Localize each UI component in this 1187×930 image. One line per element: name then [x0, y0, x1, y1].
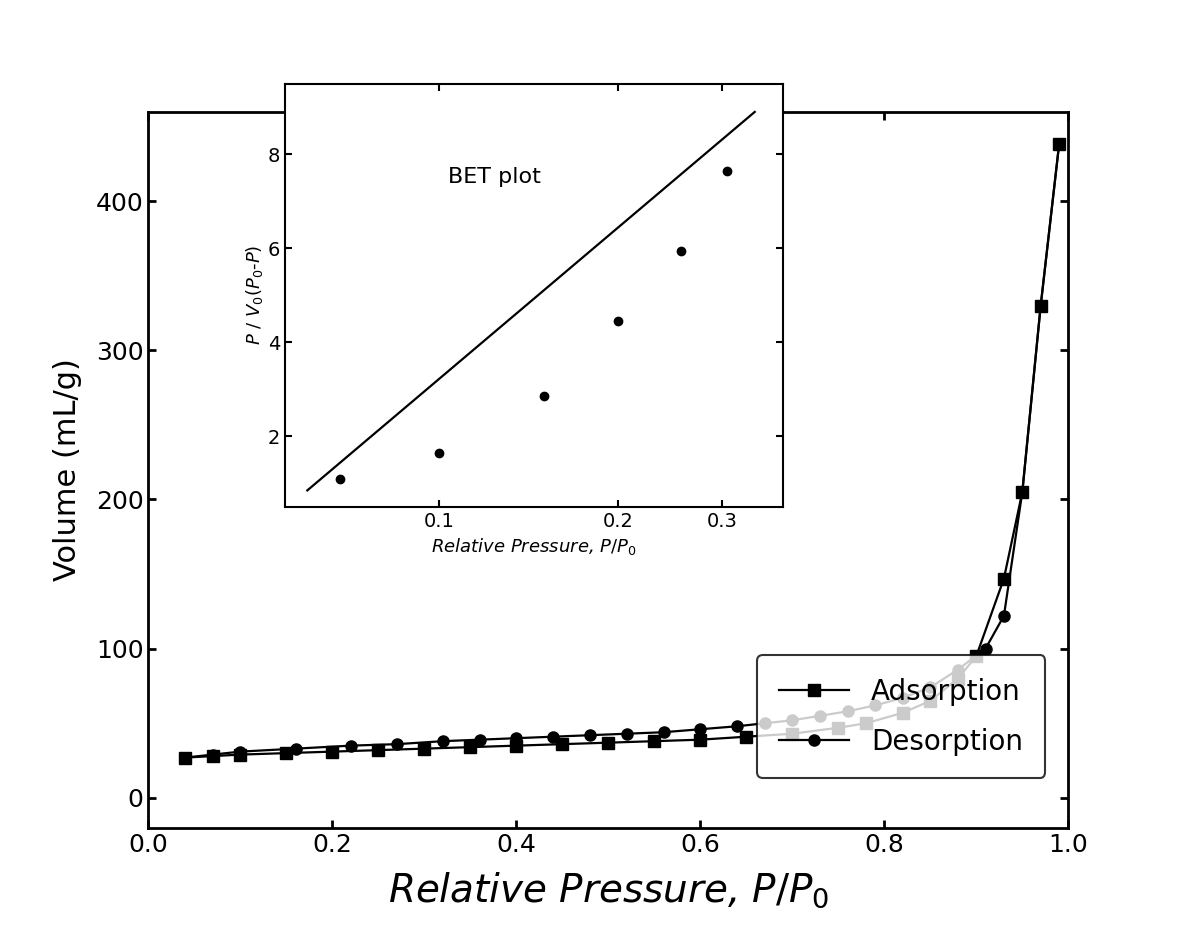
X-axis label: Relative Pressure, $P/P_0$: Relative Pressure, $P/P_0$: [388, 870, 829, 910]
Adsorption: [1015, 486, 1029, 498]
Adsorption: [178, 752, 192, 764]
Desorption: [509, 733, 523, 744]
Desorption: [693, 724, 707, 735]
Desorption: [656, 726, 671, 737]
Adsorption: [325, 746, 339, 757]
Desorption: [233, 746, 247, 757]
Adsorption: [693, 734, 707, 745]
Desorption: [1015, 486, 1029, 498]
Desorption: [757, 718, 772, 729]
Desorption: [288, 743, 303, 754]
Desorption: [546, 731, 560, 742]
Adsorption: [895, 707, 909, 718]
Adsorption: [279, 748, 293, 759]
Desorption: [1034, 300, 1048, 312]
Desorption: [436, 736, 450, 747]
Adsorption: [969, 651, 983, 662]
Desorption: [923, 682, 938, 693]
Desorption: [997, 610, 1011, 621]
Y-axis label: Volume (mL/g): Volume (mL/g): [53, 358, 82, 581]
Desorption: [389, 738, 404, 750]
Line: Desorption: Desorption: [179, 139, 1065, 764]
Adsorption: [509, 740, 523, 751]
Adsorption: [951, 673, 965, 684]
Desorption: [785, 715, 799, 726]
Desorption: [730, 721, 744, 732]
Desorption: [951, 664, 965, 675]
Line: Adsorption: Adsorption: [179, 139, 1065, 764]
X-axis label: Relative Pressure, $P/P_0$: Relative Pressure, $P/P_0$: [431, 537, 637, 557]
Desorption: [895, 692, 909, 703]
Adsorption: [417, 743, 431, 754]
Adsorption: [233, 749, 247, 760]
Desorption: [1052, 139, 1066, 150]
Adsorption: [463, 741, 477, 752]
Adsorption: [1052, 139, 1066, 150]
Desorption: [178, 752, 192, 764]
Desorption: [978, 644, 992, 655]
Adsorption: [831, 723, 845, 734]
Adsorption: [556, 738, 570, 750]
Y-axis label: $P$ / $V_0(P_0$-$P)$: $P$ / $V_0(P_0$-$P)$: [243, 246, 265, 345]
Desorption: [472, 734, 487, 745]
Text: BET plot: BET plot: [447, 166, 541, 187]
Desorption: [583, 730, 597, 741]
Desorption: [620, 728, 634, 739]
Adsorption: [740, 731, 754, 742]
Desorption: [868, 699, 882, 711]
Adsorption: [205, 751, 220, 762]
Adsorption: [1034, 300, 1048, 312]
Adsorption: [859, 718, 874, 729]
Adsorption: [601, 737, 615, 749]
Legend: Adsorption, Desorption: Adsorption, Desorption: [757, 656, 1046, 778]
Desorption: [840, 706, 855, 717]
Desorption: [344, 740, 358, 751]
Adsorption: [785, 728, 799, 739]
Adsorption: [647, 736, 661, 747]
Desorption: [813, 711, 827, 722]
Adsorption: [923, 696, 938, 707]
Adsorption: [997, 573, 1011, 584]
Desorption: [205, 749, 220, 760]
Adsorption: [372, 745, 386, 756]
